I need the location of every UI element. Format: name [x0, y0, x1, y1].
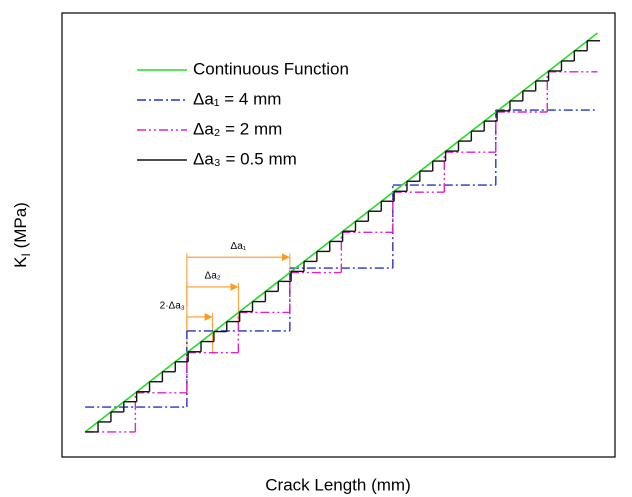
legend-label: Δa₃ = 0.5 mm	[193, 149, 297, 168]
y-axis-label: KI (MPa)	[11, 202, 33, 268]
x-axis-label: Crack Length (mm)	[265, 475, 410, 494]
legend-label: Continuous Function	[193, 59, 349, 78]
y-label-main: K	[11, 256, 30, 268]
legend-label: Δa₂ = 2 mm	[193, 119, 282, 138]
y-label-rest: (MPa)	[11, 202, 30, 253]
legend-label: Δa₁ = 4 mm	[193, 89, 281, 108]
annotation-label: Δa₂	[205, 271, 221, 282]
annotation-label: 2·Δa₃	[160, 301, 185, 312]
annotation-label: Δa₁	[231, 241, 247, 252]
plot-frame	[61, 12, 616, 458]
y-label-sub: I	[19, 253, 33, 256]
series-line	[84, 32, 598, 433]
